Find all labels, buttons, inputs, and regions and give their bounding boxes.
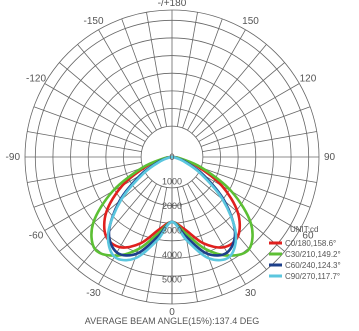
legend: UNIT:cd C0/180,158.6° C30/210,149.2° C60/2… xyxy=(269,225,341,281)
grid-spoke xyxy=(146,12,168,127)
angle-label: -150 xyxy=(83,16,103,27)
grid-spoke xyxy=(200,167,311,208)
grid-spoke xyxy=(33,106,144,147)
grid-spoke xyxy=(44,172,146,231)
angle-label: 90 xyxy=(324,152,336,163)
grid-spoke xyxy=(121,185,162,296)
grid-spoke xyxy=(198,83,300,142)
beam-angle-footer: AVERAGE BEAM ANGLE(15%):137.4 DEG xyxy=(85,316,259,326)
angle-label: -60 xyxy=(29,231,44,242)
grid-spoke xyxy=(202,131,317,153)
grid-spoke xyxy=(98,183,157,285)
grid-spoke xyxy=(33,167,144,208)
angle-labels: -/+180 -150 150 -120 120 -90 90 -60 60 -30 30 0 xyxy=(6,0,336,318)
grid-spoke xyxy=(77,44,153,134)
grid-spoke xyxy=(202,161,317,183)
angle-label: 30 xyxy=(245,288,257,299)
grid-spoke xyxy=(121,18,162,129)
grid-spoke xyxy=(198,172,300,231)
unit-label: UNIT:cd xyxy=(290,225,318,234)
angle-label: 0 xyxy=(169,307,175,318)
radial-tick-label: 1000 xyxy=(162,177,182,187)
legend-entry: C90/270,117.7° xyxy=(285,272,340,281)
grid-spoke xyxy=(59,176,149,252)
grid-spoke xyxy=(187,183,246,285)
grid-spoke xyxy=(27,161,142,183)
grid-spoke xyxy=(176,12,198,127)
grid-spoke xyxy=(195,176,285,252)
angle-label: -120 xyxy=(26,74,46,85)
radial-labels: 0 1000 2000 3000 4000 5000 xyxy=(162,152,182,285)
grid-spoke xyxy=(176,187,198,302)
legend-entry: C0/180,158.6° xyxy=(285,239,336,248)
angle-label: -/+180 xyxy=(158,0,187,9)
grid-spoke xyxy=(191,180,267,270)
legend-entry: C30/210,149.2° xyxy=(285,250,341,259)
grid-spoke xyxy=(187,29,246,131)
angle-label: 150 xyxy=(242,16,259,27)
grid-spoke xyxy=(191,44,267,134)
grid-spoke xyxy=(44,83,146,142)
radial-tick-label: 4000 xyxy=(162,250,182,260)
grid-spoke xyxy=(200,106,311,147)
grid-spoke xyxy=(98,29,157,131)
radial-tick-label: 3000 xyxy=(162,226,182,236)
angle-label: 60 xyxy=(302,231,314,242)
grid-spoke xyxy=(182,185,223,296)
grid-spoke xyxy=(146,187,168,302)
legend-entry: C60/240,124.3° xyxy=(285,261,341,270)
grid-spoke xyxy=(27,131,142,153)
grid-spoke xyxy=(59,62,149,138)
angle-label: -30 xyxy=(86,288,101,299)
grid-spoke xyxy=(182,18,223,129)
angle-label: 120 xyxy=(300,74,317,85)
radial-tick-label: 5000 xyxy=(162,275,182,285)
grid-spoke xyxy=(195,62,285,138)
series-curve-3 xyxy=(106,155,238,262)
radial-tick-label: 2000 xyxy=(162,201,182,211)
angle-label: -90 xyxy=(6,152,21,163)
grid-spoke xyxy=(77,180,153,270)
radial-tick-label: 0 xyxy=(169,152,174,162)
curves-layer xyxy=(90,155,254,262)
